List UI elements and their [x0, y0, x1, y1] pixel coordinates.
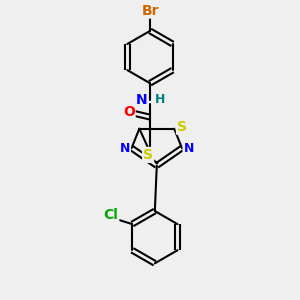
- Text: H: H: [155, 93, 165, 106]
- Text: S: S: [177, 120, 187, 134]
- Text: Cl: Cl: [103, 208, 118, 222]
- Text: Br: Br: [141, 4, 159, 18]
- Text: N: N: [184, 142, 194, 154]
- Text: N: N: [136, 93, 147, 107]
- Text: N: N: [120, 142, 130, 154]
- Text: S: S: [143, 148, 153, 162]
- Text: O: O: [123, 105, 135, 119]
